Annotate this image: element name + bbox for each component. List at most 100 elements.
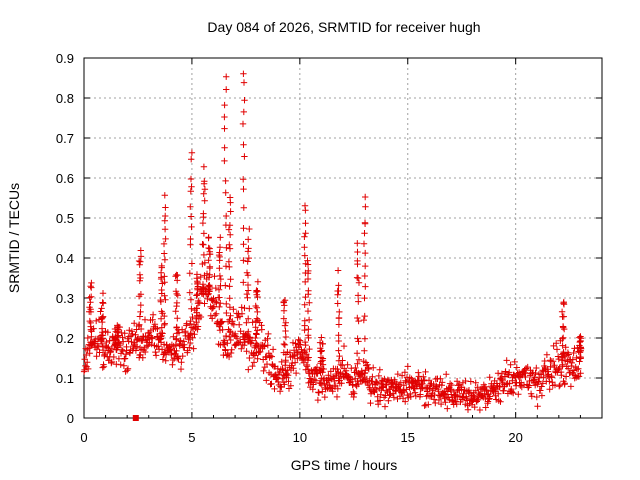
- data-point: [187, 296, 195, 303]
- data-point: [148, 334, 155, 341]
- data-point: [482, 404, 489, 411]
- data-point: [222, 282, 229, 289]
- data-point: [302, 278, 309, 286]
- data-point: [385, 397, 392, 404]
- data-point: [243, 290, 251, 298]
- x-tick-label: 0: [80, 430, 87, 445]
- data-point: [97, 308, 104, 315]
- data-point: [227, 349, 235, 357]
- data-point: [253, 287, 260, 294]
- data-point: [87, 283, 94, 290]
- data-point: [217, 234, 224, 241]
- data-point: [93, 317, 100, 325]
- data-point: [161, 312, 168, 320]
- data-point: [230, 306, 237, 313]
- data-point: [143, 343, 151, 350]
- data-point: [104, 329, 111, 336]
- data-point: [301, 233, 308, 240]
- data-point: [355, 356, 363, 363]
- data-point: [243, 269, 251, 276]
- data-point: [316, 339, 324, 346]
- data-point: [367, 399, 374, 407]
- data-point: [187, 317, 194, 325]
- data-point: [253, 340, 260, 347]
- data-point: [238, 304, 245, 311]
- data-point: [496, 375, 504, 383]
- data-points: [80, 70, 585, 421]
- data-point: [187, 188, 194, 195]
- data-point: [386, 392, 393, 399]
- data-point: [355, 279, 363, 286]
- data-point: [292, 369, 300, 377]
- data-point: [188, 183, 195, 190]
- data-point: [172, 341, 179, 349]
- data-point: [361, 347, 368, 354]
- data-point: [233, 335, 241, 342]
- data-point: [415, 369, 422, 376]
- data-point: [161, 256, 169, 263]
- data-point: [335, 337, 342, 345]
- data-point: [334, 365, 341, 373]
- data-point: [241, 97, 248, 104]
- data-point: [204, 295, 211, 303]
- data-point: [426, 385, 433, 393]
- data-point: [394, 370, 401, 378]
- data-point: [211, 273, 218, 280]
- data-point: [215, 286, 223, 293]
- data-point: [448, 381, 455, 389]
- data-point: [282, 319, 289, 326]
- data-point: [135, 321, 143, 328]
- data-point: [201, 197, 208, 204]
- data-point: [360, 240, 368, 247]
- data-point: [575, 373, 583, 380]
- data-point: [543, 351, 551, 358]
- data-point: [352, 364, 359, 372]
- data-point: [99, 343, 106, 351]
- data-point: [533, 364, 540, 372]
- data-point: [362, 193, 369, 201]
- data-point: [376, 366, 383, 373]
- data-point: [200, 163, 208, 170]
- data-point: [539, 380, 546, 387]
- data-point: [121, 355, 129, 362]
- data-point: [305, 287, 312, 294]
- data-point: [222, 189, 229, 196]
- data-point: [216, 265, 223, 272]
- data-point: [129, 330, 136, 338]
- data-point: [205, 257, 212, 264]
- data-point: [301, 338, 309, 346]
- data-point: [303, 363, 311, 370]
- data-point: [573, 366, 581, 373]
- data-point: [245, 245, 252, 252]
- data-point: [226, 304, 234, 311]
- data-point: [136, 271, 144, 278]
- data-point: [335, 357, 343, 364]
- data-point: [567, 383, 575, 390]
- data-point: [216, 272, 224, 280]
- data-point: [84, 359, 91, 366]
- data-point: [162, 296, 169, 303]
- y-tick-label: 0.6: [56, 171, 74, 186]
- data-point: [442, 399, 449, 406]
- data-point: [362, 283, 369, 290]
- data-point: [200, 190, 207, 197]
- data-point: [254, 278, 262, 285]
- data-point: [223, 212, 230, 220]
- data-point: [498, 370, 506, 377]
- data-point: [260, 367, 267, 375]
- data-point: [252, 302, 259, 310]
- data-point: [216, 244, 224, 251]
- data-point: [301, 347, 308, 354]
- data-point: [173, 323, 180, 331]
- data-point: [558, 372, 565, 379]
- data-point: [230, 321, 237, 328]
- data-point: [248, 337, 256, 344]
- data-point: [159, 356, 167, 363]
- data-point: [412, 392, 419, 400]
- data-point: [245, 338, 252, 345]
- data-point: [199, 260, 206, 268]
- data-point: [494, 370, 502, 377]
- data-point: [174, 272, 181, 279]
- data-point: [249, 319, 256, 326]
- data-point: [245, 254, 252, 262]
